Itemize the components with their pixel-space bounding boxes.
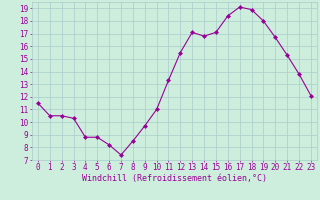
X-axis label: Windchill (Refroidissement éolien,°C): Windchill (Refroidissement éolien,°C): [82, 174, 267, 183]
